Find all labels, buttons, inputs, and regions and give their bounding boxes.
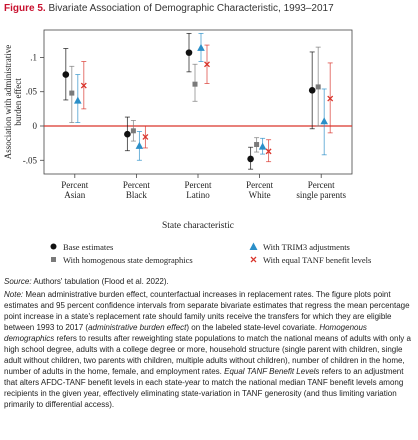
note-paragraph: Note: Mean administrative burden effect,…: [4, 289, 414, 410]
chart-legend: Base estimates With homogenous state dem…: [0, 239, 418, 267]
data-point: [135, 141, 144, 149]
figure-label: Figure 5.: [4, 3, 46, 14]
x-tick-label: Percent: [308, 180, 335, 190]
x-tick-label: White: [249, 190, 271, 200]
note-text: ) on the labeled state-level covariate.: [186, 323, 320, 332]
legend-item-base: Base estimates: [48, 241, 113, 252]
x-axis-label: State characteristic: [162, 221, 234, 231]
x-tick-label: Percent: [123, 180, 150, 190]
data-point: [185, 49, 193, 56]
data-point: [192, 81, 198, 87]
x-tick-label: Asian: [64, 190, 85, 200]
data-point: [308, 87, 316, 94]
data-point: [142, 134, 149, 140]
x-tick-label: Black: [126, 190, 147, 200]
y-tick-label: 0: [33, 121, 38, 131]
note-text: refers to results after reweighting stat…: [4, 334, 411, 376]
y-tick-label: .1: [30, 52, 37, 62]
legend-label: With equal TANF benefit levels: [263, 254, 372, 265]
x-marker-icon: [250, 256, 257, 263]
legend-label: With homogenous state demographics: [63, 254, 193, 265]
x-tick-label: Latino: [186, 190, 210, 200]
x-tick-label: Percent: [61, 180, 88, 190]
y-tick-label: .05: [26, 87, 38, 97]
data-point: [130, 128, 136, 134]
data-point: [197, 43, 205, 51]
y-axis-label: Association with administrative: [3, 45, 13, 159]
data-point: [204, 61, 210, 68]
note-term: Homogenous demographics: [4, 323, 367, 343]
data-point: [74, 96, 82, 104]
source-line: Source: Authors' tabulation (Flood et al…: [4, 276, 414, 287]
data-point: [80, 82, 87, 89]
plot-frame: [43, 29, 353, 175]
data-point: [315, 84, 321, 90]
data-point: [258, 142, 267, 150]
note-text: Mean administrative burden effect, count…: [4, 290, 410, 332]
legend-item-homogenous: With homogenous state demographics: [48, 254, 193, 265]
x-tick-label: Percent: [246, 180, 273, 190]
y-axis-label: burden effect: [13, 78, 23, 126]
data-point: [320, 117, 328, 125]
figure-title: Figure 5. Bivariate Association of Demog…: [4, 2, 334, 15]
data-point: [69, 90, 75, 96]
note-term: administrative burden effect: [88, 323, 187, 332]
note-term: Equal TANF Benefit Levels: [224, 367, 320, 376]
data-point: [247, 155, 254, 163]
legend-label: With TRIM3 adjustments: [263, 241, 350, 252]
legend-label: Base estimates: [63, 241, 114, 252]
note-label: Note:: [4, 290, 24, 299]
source-label: Source:: [4, 277, 32, 286]
source-text: Authors' tabulation (Flood et al. 2022).: [31, 277, 169, 286]
data-point: [254, 142, 260, 148]
note-text: refers to an adjustment that alters AFDC…: [4, 367, 404, 409]
chart-plot: -.050.05.1PercentAsianPercentBlackPercen…: [3, 29, 353, 231]
x-tick-label: single parents: [296, 190, 346, 200]
triangle-marker-icon: [249, 242, 258, 250]
circle-marker-icon: [50, 243, 57, 250]
square-marker-icon: [51, 257, 56, 262]
data-point: [327, 95, 334, 102]
figure-title-text: Bivariate Association of Demographic Cha…: [48, 3, 334, 14]
legend-item-tanf: With equal TANF benefit levels: [248, 254, 371, 265]
x-tick-label: Percent: [185, 180, 212, 190]
data-point: [265, 148, 272, 155]
legend-item-trim3: With TRIM3 adjustments: [248, 241, 350, 252]
y-tick-label: -.05: [23, 155, 38, 165]
data-point: [124, 130, 131, 138]
data-point: [62, 71, 70, 78]
